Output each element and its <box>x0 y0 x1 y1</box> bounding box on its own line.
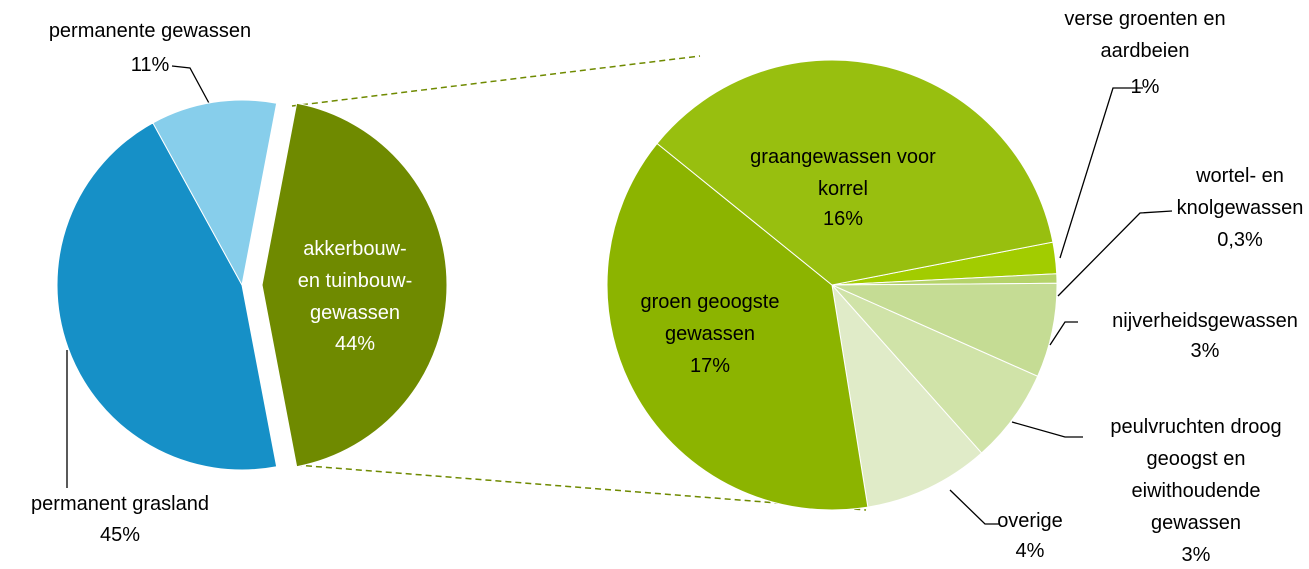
slice-label: groen geoogste gewassen <box>640 291 779 345</box>
slice-label: permanent grasland <box>31 493 209 515</box>
slice-label: verse groenten en aardbeien <box>1064 8 1225 62</box>
value-label: 3% <box>1191 340 1220 362</box>
leader-line <box>1011 421 1083 438</box>
pie-slice <box>56 122 278 471</box>
slice-label: permanente gewassen <box>49 20 251 42</box>
pie-slice <box>606 142 869 511</box>
value-label: 0,3% <box>1217 229 1263 251</box>
leader-line <box>1049 321 1078 346</box>
leader-line <box>1059 87 1143 259</box>
slice-label: peulvruchten droog geoogst en eiwithoudend… <box>1110 416 1281 534</box>
slice-label: nijverheidsgewassen <box>1112 310 1298 332</box>
pie-slice <box>152 99 278 287</box>
leader-line <box>171 65 211 106</box>
value-label: 44% <box>335 333 375 355</box>
slice-label: wortel- en knolgewassen <box>1177 165 1304 219</box>
pie-slice <box>261 102 448 468</box>
value-label: 3% <box>1182 544 1211 566</box>
leader-line <box>949 489 1000 525</box>
connector-line <box>295 464 867 511</box>
slice-label: overige <box>997 510 1063 532</box>
pie-slice <box>656 59 1054 286</box>
value-label: 45% <box>100 524 140 546</box>
value-label: 11% <box>131 54 170 76</box>
connector-line <box>291 55 701 107</box>
slice-label: graangewassen voor korrel <box>750 146 936 200</box>
value-label: 4% <box>1016 540 1045 562</box>
leader-line <box>1057 210 1173 297</box>
value-label: 17% <box>690 355 730 377</box>
slice-label: akkerbouw-en tuinbouw-gewassen <box>298 238 413 324</box>
pie-slice <box>831 283 983 508</box>
value-label: 16% <box>823 208 863 230</box>
value-label: 1% <box>1131 76 1160 98</box>
